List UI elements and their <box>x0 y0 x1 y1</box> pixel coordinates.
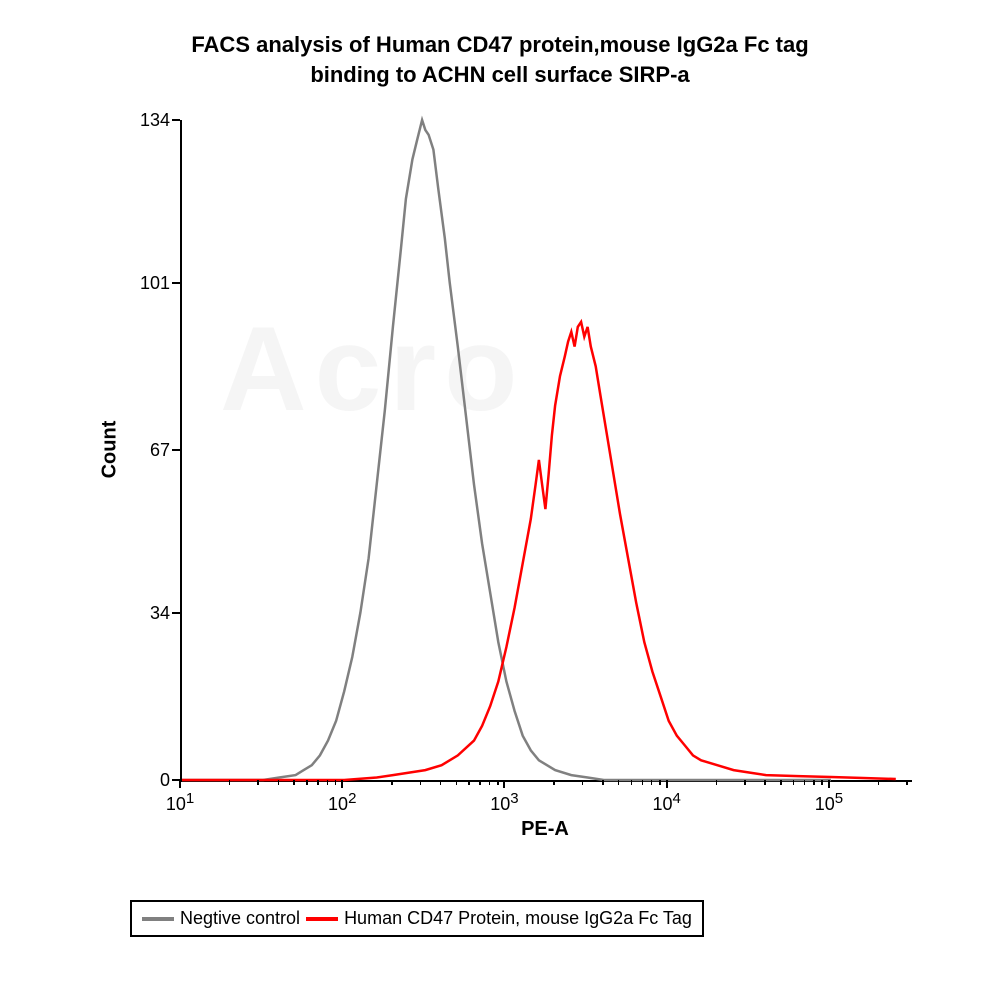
series-cd47-protein <box>182 322 896 780</box>
x-tick-label: 103 <box>474 790 534 815</box>
x-tick-minor <box>878 780 880 785</box>
x-tick-minor <box>468 780 470 785</box>
legend-label: Human CD47 Protein, mouse IgG2a Fc Tag <box>344 908 692 929</box>
x-tick-mark <box>341 780 343 788</box>
y-tick-mark <box>172 449 180 451</box>
legend-line <box>306 917 338 921</box>
x-tick-minor <box>813 780 815 785</box>
x-tick-minor <box>804 780 806 785</box>
x-tick-label: 102 <box>312 790 372 815</box>
legend: Negtive control Human CD47 Protein, mouse… <box>130 900 704 937</box>
x-tick-minor <box>651 780 653 785</box>
x-tick-minor <box>489 780 491 785</box>
x-tick-mark <box>666 780 668 788</box>
x-tick-minor <box>327 780 329 785</box>
x-tick-mark <box>179 780 181 788</box>
x-tick-minor <box>391 780 393 785</box>
x-tick-minor <box>618 780 620 785</box>
x-tick-minor <box>793 780 795 785</box>
y-tick-label: 34 <box>110 603 170 624</box>
x-tick-minor <box>420 780 422 785</box>
x-tick-label: 104 <box>637 790 697 815</box>
y-tick-mark <box>172 612 180 614</box>
series-negative-control <box>182 120 831 780</box>
title-line2: binding to ACHN cell surface SIRP-a <box>0 60 1000 90</box>
x-tick-minor <box>582 780 584 785</box>
x-tick-minor <box>306 780 308 785</box>
x-tick-minor <box>229 780 231 785</box>
x-tick-minor <box>317 780 319 785</box>
x-tick-minor <box>553 780 555 785</box>
x-tick-minor <box>780 780 782 785</box>
x-tick-minor <box>602 780 604 785</box>
y-tick-label: 134 <box>110 110 170 131</box>
x-tick-mark <box>828 780 830 788</box>
legend-line <box>142 917 174 921</box>
x-tick-minor <box>479 780 481 785</box>
x-tick-minor <box>440 780 442 785</box>
x-tick-minor <box>764 780 766 785</box>
figure-container: FACS analysis of Human CD47 protein,mous… <box>0 0 1000 1000</box>
y-tick-mark <box>172 282 180 284</box>
y-tick-label: 0 <box>110 770 170 791</box>
x-tick-minor <box>744 780 746 785</box>
x-tick-minor <box>659 780 661 785</box>
x-tick-minor <box>257 780 259 785</box>
plot-area <box>180 120 912 782</box>
x-tick-minor <box>278 780 280 785</box>
x-tick-label: 101 <box>150 790 210 815</box>
x-tick-minor <box>293 780 295 785</box>
x-tick-minor <box>631 780 633 785</box>
histogram-svg <box>182 120 912 780</box>
x-tick-minor <box>716 780 718 785</box>
x-tick-mark <box>503 780 505 788</box>
x-tick-minor <box>335 780 337 785</box>
x-axis-label: PE-A <box>180 818 910 841</box>
legend-label: Negtive control <box>180 908 300 929</box>
x-tick-minor <box>821 780 823 785</box>
y-tick-mark <box>172 119 180 121</box>
x-tick-minor <box>906 780 908 785</box>
x-tick-minor <box>456 780 458 785</box>
x-tick-minor <box>642 780 644 785</box>
y-tick-label: 101 <box>110 273 170 294</box>
chart-title: FACS analysis of Human CD47 protein,mous… <box>0 30 1000 89</box>
x-tick-label: 105 <box>799 790 859 815</box>
x-tick-minor <box>497 780 499 785</box>
title-line1: FACS analysis of Human CD47 protein,mous… <box>0 30 1000 60</box>
y-tick-label: 67 <box>110 440 170 461</box>
